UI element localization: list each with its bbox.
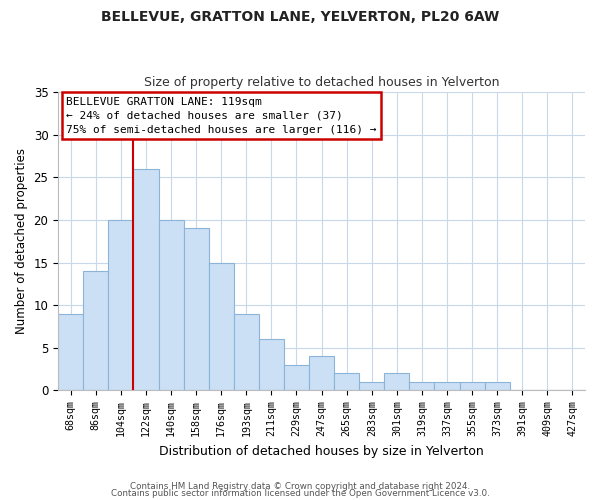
Bar	[334, 374, 359, 390]
Bar	[184, 228, 209, 390]
Text: Contains public sector information licensed under the Open Government Licence v3: Contains public sector information licen…	[110, 489, 490, 498]
Bar	[309, 356, 334, 390]
Text: Contains HM Land Registry data © Crown copyright and database right 2024.: Contains HM Land Registry data © Crown c…	[130, 482, 470, 491]
Bar	[209, 262, 234, 390]
Bar	[359, 382, 384, 390]
Bar	[434, 382, 460, 390]
Bar	[58, 314, 83, 390]
Bar	[109, 220, 133, 390]
Text: BELLEVUE GRATTON LANE: 119sqm
← 24% of detached houses are smaller (37)
75% of s: BELLEVUE GRATTON LANE: 119sqm ← 24% of d…	[66, 96, 377, 134]
Bar	[133, 169, 158, 390]
Bar	[259, 340, 284, 390]
X-axis label: Distribution of detached houses by size in Yelverton: Distribution of detached houses by size …	[159, 444, 484, 458]
Text: BELLEVUE, GRATTON LANE, YELVERTON, PL20 6AW: BELLEVUE, GRATTON LANE, YELVERTON, PL20 …	[101, 10, 499, 24]
Bar	[409, 382, 434, 390]
Bar	[384, 374, 409, 390]
Bar	[234, 314, 259, 390]
Bar	[460, 382, 485, 390]
Bar	[284, 365, 309, 390]
Bar	[83, 271, 109, 390]
Bar	[158, 220, 184, 390]
Title: Size of property relative to detached houses in Yelverton: Size of property relative to detached ho…	[144, 76, 499, 90]
Bar	[485, 382, 510, 390]
Y-axis label: Number of detached properties: Number of detached properties	[15, 148, 28, 334]
